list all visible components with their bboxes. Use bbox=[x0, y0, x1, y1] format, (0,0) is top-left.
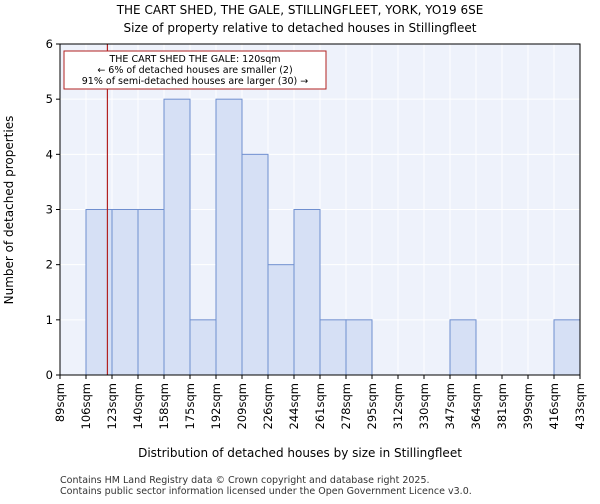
bar-158sqm bbox=[163, 98, 191, 376]
bar-278sqm bbox=[345, 319, 373, 376]
y-tick-label: 2 bbox=[46, 258, 53, 272]
y-tick-label: 6 bbox=[46, 37, 53, 51]
x-tick-label: 226sqm bbox=[261, 383, 275, 429]
x-tick-label: 416sqm bbox=[547, 383, 561, 429]
y-tick-label: 3 bbox=[46, 203, 53, 217]
y-axis-label: Number of detached properties bbox=[2, 116, 16, 305]
chart-subtitle: Size of property relative to detached ho… bbox=[124, 21, 477, 35]
bar-261sqm bbox=[319, 319, 347, 376]
bar-226sqm bbox=[267, 264, 295, 376]
x-tick-label: 158sqm bbox=[157, 383, 171, 429]
x-tick-label: 261sqm bbox=[313, 383, 327, 429]
x-tick-label: 347sqm bbox=[443, 383, 457, 429]
y-tick-label: 5 bbox=[46, 92, 53, 106]
annotation-line-2: ← 6% of detached houses are smaller (2) bbox=[97, 65, 292, 76]
annotation-line-3: 91% of semi-detached houses are larger (… bbox=[82, 76, 309, 87]
annotation-line-1: THE CART SHED THE GALE: 120sqm bbox=[108, 54, 280, 65]
plot-frame bbox=[59, 43, 581, 376]
x-tick-label: 192sqm bbox=[209, 383, 223, 429]
x-tick-label: 364sqm bbox=[469, 383, 483, 429]
x-tick-label: 106sqm bbox=[79, 383, 93, 429]
y-tick-label: 0 bbox=[46, 368, 53, 382]
bar-209sqm bbox=[241, 153, 269, 376]
bar-140sqm bbox=[137, 209, 165, 376]
footer-line-2: Contains public sector information licen… bbox=[60, 486, 472, 497]
footer-line-1: Contains HM Land Registry data © Crown c… bbox=[60, 475, 430, 486]
bar-347sqm bbox=[449, 319, 477, 376]
bar-244sqm bbox=[293, 209, 321, 376]
bar-123sqm bbox=[111, 209, 139, 376]
bars-group bbox=[85, 98, 581, 376]
x-tick-label: 209sqm bbox=[235, 383, 249, 429]
y-axis: 0 1 2 3 4 5 6 bbox=[46, 37, 60, 382]
x-tick-label: 175sqm bbox=[183, 383, 197, 429]
x-tick-label: 312sqm bbox=[391, 383, 405, 429]
chart-title: THE CART SHED, THE GALE, STILLINGFLEET, … bbox=[116, 3, 484, 17]
x-axis: 89sqm 106sqm 123sqm 140sqm 158sqm 175sqm 192sq… bbox=[53, 375, 587, 429]
y-tick-label: 4 bbox=[46, 147, 53, 161]
x-tick-label: 381sqm bbox=[495, 383, 509, 429]
x-tick-label: 399sqm bbox=[521, 383, 535, 429]
bar-416sqm bbox=[553, 319, 581, 376]
x-tick-label: 140sqm bbox=[131, 383, 145, 429]
x-tick-label: 244sqm bbox=[287, 383, 301, 429]
y-tick-label: 1 bbox=[46, 313, 53, 327]
x-tick-label: 123sqm bbox=[105, 383, 119, 429]
x-axis-label: Distribution of detached houses by size … bbox=[138, 446, 462, 460]
x-tick-label: 433sqm bbox=[573, 383, 587, 429]
x-tick-label: 278sqm bbox=[339, 383, 353, 429]
annotation-box: THE CART SHED THE GALE: 120sqm ← 6% of d… bbox=[63, 50, 327, 90]
bar-106sqm bbox=[85, 209, 113, 376]
x-tick-label: 330sqm bbox=[417, 383, 431, 429]
bar-175sqm bbox=[189, 319, 217, 376]
x-tick-label: 295sqm bbox=[365, 383, 379, 429]
x-tick-label: 89sqm bbox=[53, 383, 67, 422]
bar-192sqm bbox=[215, 98, 243, 376]
